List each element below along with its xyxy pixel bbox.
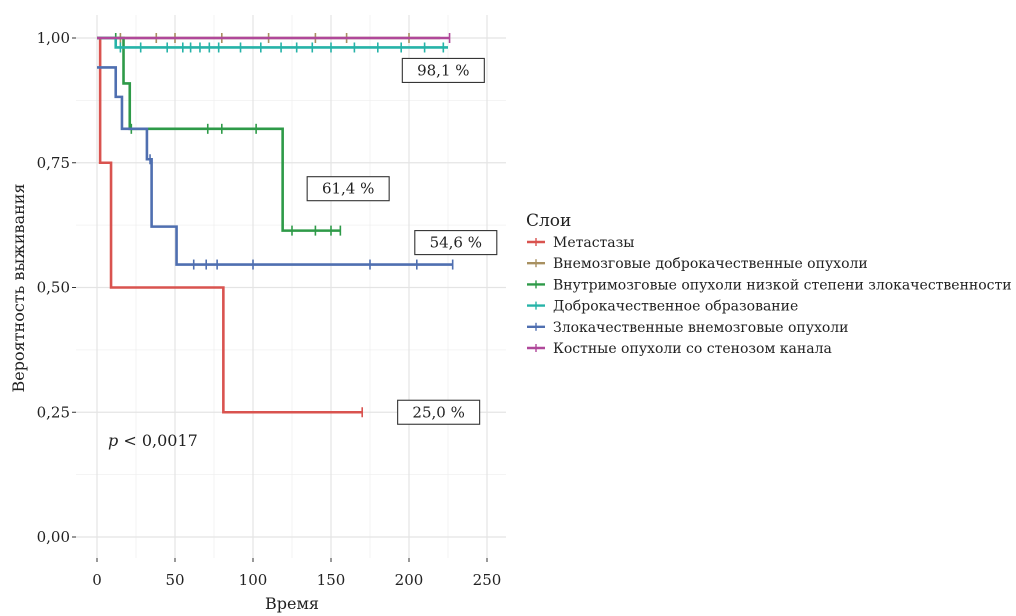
p-value-text: < 0,0017	[118, 431, 198, 450]
annotation-box	[401, 57, 485, 83]
annotation-1: 61,4 %	[306, 176, 390, 202]
legend-label: Внемозговые доброкачественные опухоли	[553, 256, 868, 272]
annotation-3: 25,0 %	[397, 399, 481, 425]
legend-title: Слои	[526, 211, 571, 231]
series-5	[97, 33, 451, 43]
legend-label: Доброкачественное образование	[553, 299, 798, 315]
p-value-prefix: p	[108, 431, 118, 450]
annotation-box	[397, 399, 481, 425]
annotation-layer: 98,1 % 61,4 % 54,6 % 25,0 %	[306, 57, 498, 425]
y-tick-label: 1,00	[37, 29, 70, 47]
y-tick-label: 0,00	[37, 528, 70, 546]
series-line	[97, 36, 363, 414]
legend-label: Злокачественные внемозговые опухоли	[553, 320, 849, 336]
series-0	[97, 36, 364, 418]
y-axis-label: Вероятность выживания	[9, 183, 28, 392]
legend: Слои Метастазы Внемозговые доброкачествен…	[526, 211, 1012, 357]
series-line	[97, 66, 453, 266]
series-layer	[97, 33, 454, 418]
series-line	[97, 36, 341, 232]
annotation-label: 25,0 %	[412, 403, 464, 421]
legend-item-0: Метастазы	[527, 235, 634, 251]
annotation-2: 54,6 %	[414, 230, 498, 256]
x-tick-label: 50	[165, 571, 184, 589]
legend-label: Метастазы	[553, 235, 634, 251]
x-tick-label: 0	[92, 571, 102, 589]
x-tick-label: 250	[473, 571, 502, 589]
annotation-label: 98,1 %	[417, 61, 469, 79]
legend-item-3: Доброкачественное образование	[527, 299, 798, 315]
y-tick-label: 0,25	[37, 403, 70, 421]
p-value-label: p < 0,0017	[108, 431, 198, 450]
annotation-0: 98,1 %	[401, 57, 485, 83]
x-tick-label: 150	[317, 571, 346, 589]
legend-item-4: Злокачественные внемозговые опухоли	[527, 320, 849, 336]
y-tick-label: 0,50	[37, 279, 70, 297]
legend-item-2: Внутримозговые опухоли низкой степени зл…	[527, 277, 1012, 293]
y-tick-label: 0,75	[37, 154, 70, 172]
x-axis-label: Время	[265, 594, 319, 613]
annotation-label: 61,4 %	[322, 180, 374, 198]
x-tick-label: 200	[395, 571, 424, 589]
legend-label: Внутримозговые опухоли низкой степени зл…	[553, 277, 1012, 293]
legend-label: Костные опухоли со стенозом канала	[553, 341, 832, 357]
annotation-box	[306, 176, 390, 202]
legend-item-5: Костные опухоли со стенозом канала	[527, 341, 832, 357]
annotation-box	[414, 230, 498, 256]
series-4	[97, 66, 454, 270]
legend-item-1: Внемозговые доброкачественные опухоли	[527, 256, 868, 272]
axes: Время Вероятность выживания 0 50 100 150 200…	[9, 29, 501, 613]
annotation-label: 54,6 %	[430, 234, 482, 252]
x-tick-label: 100	[239, 571, 268, 589]
